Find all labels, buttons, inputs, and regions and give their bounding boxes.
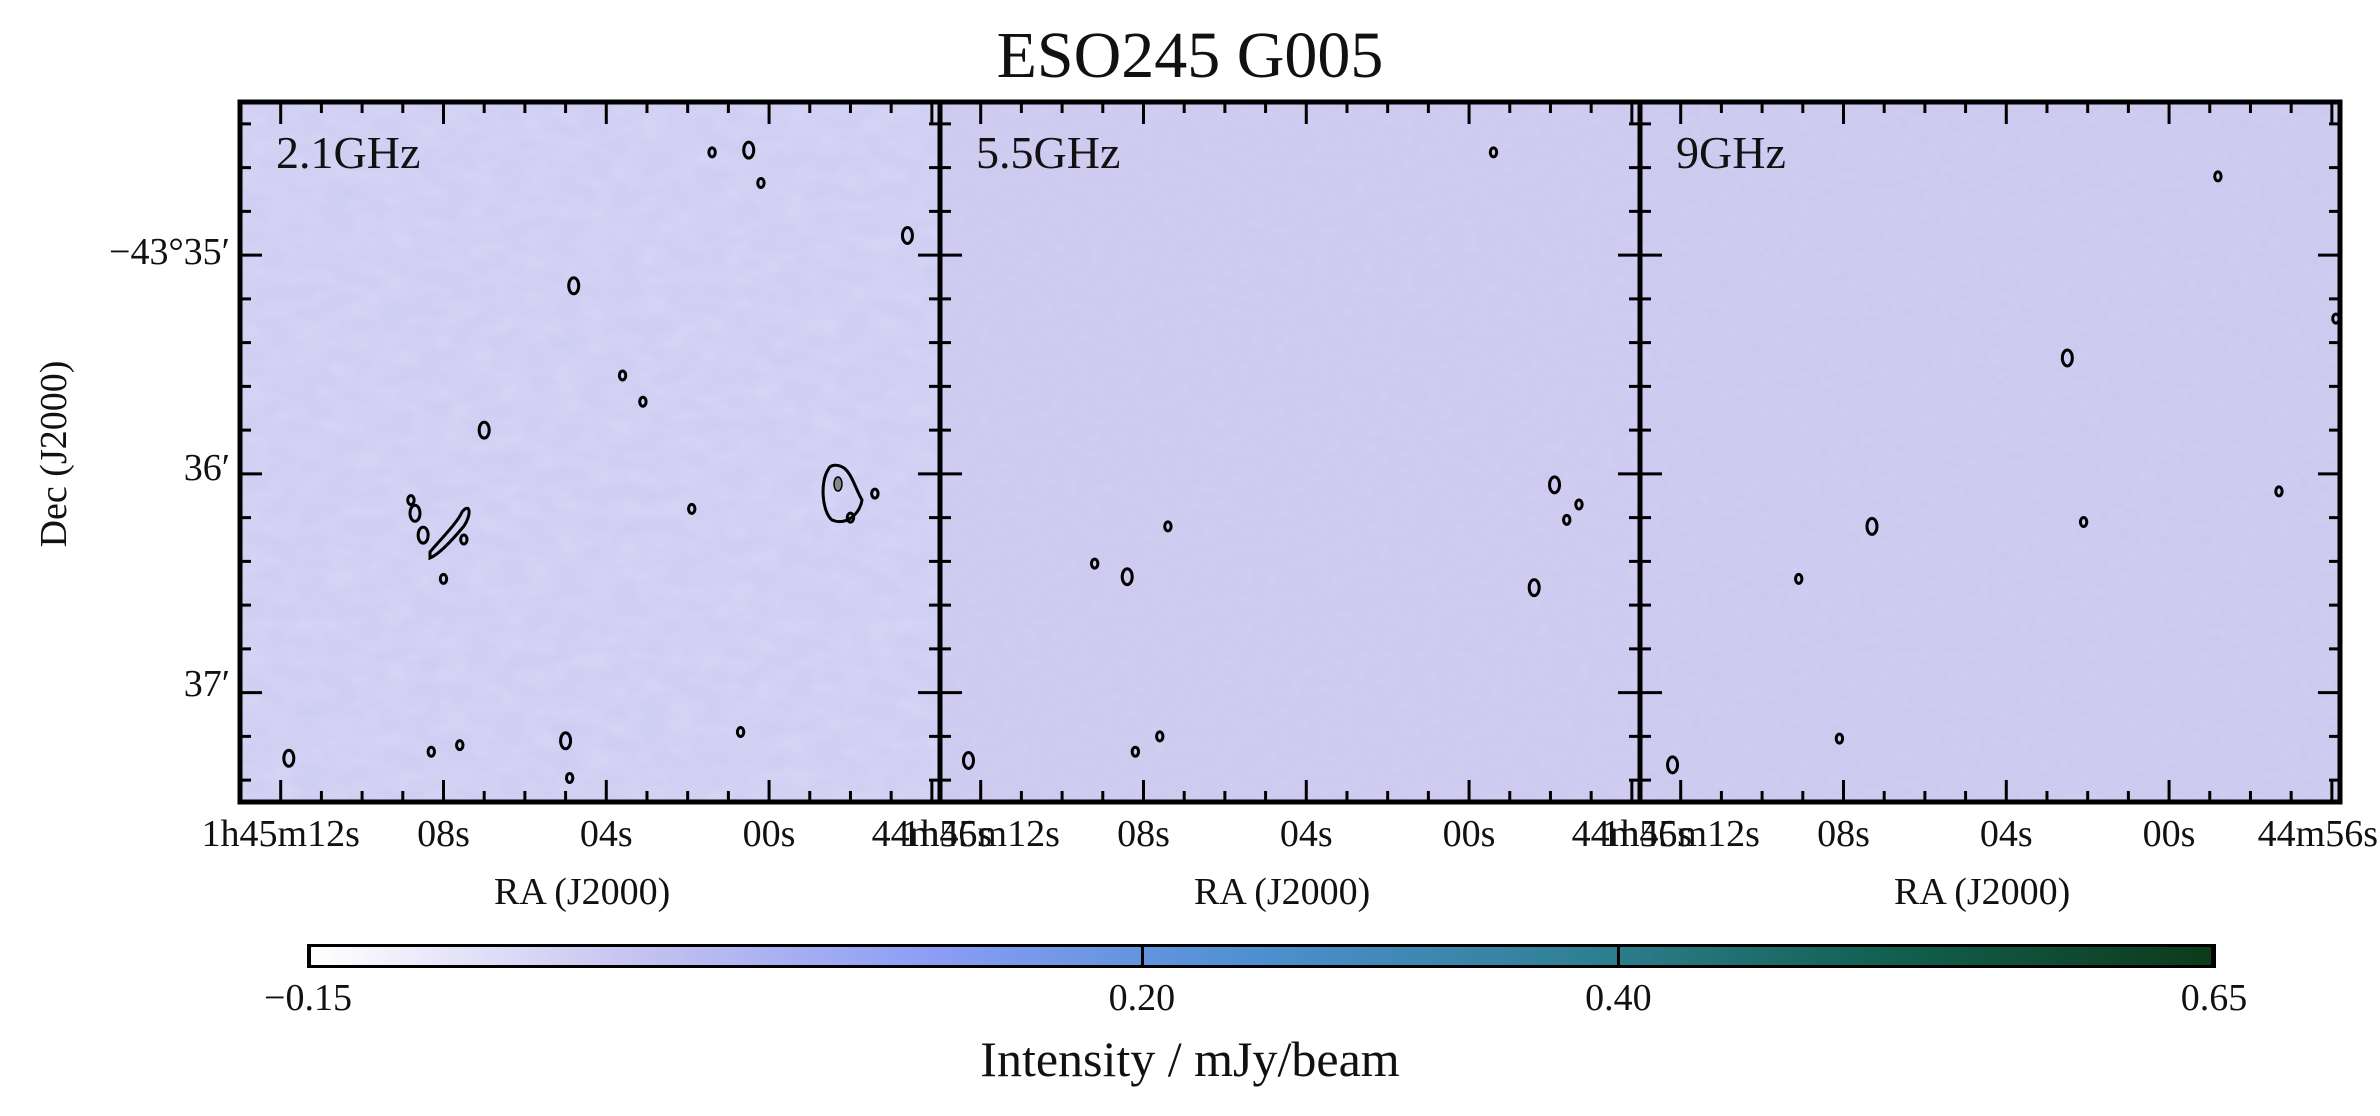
colorbar-tick-label: 0.65: [2180, 977, 2248, 1019]
panel-9ghz: 9GHz: [1637, 99, 2343, 805]
panel-noise: [240, 102, 940, 802]
source-contour: [282, 748, 296, 768]
colorbar-tick: [1140, 944, 1144, 968]
y-tick-label: 37′: [183, 663, 230, 705]
y-axis-label: Dec (J2000): [33, 360, 75, 548]
y-tick-label: 36′: [183, 447, 230, 489]
x-tick-label: 1h45m12s: [901, 813, 1060, 855]
x-axis-label: RA (J2000): [1194, 871, 1371, 913]
colorbar-tick: [2213, 944, 2216, 968]
source-contour: [1155, 730, 1165, 743]
contour-layer: [961, 146, 1584, 770]
source-contour: [477, 420, 491, 440]
x-tick-label: 00s: [742, 813, 796, 855]
source-contour: [567, 276, 581, 296]
extended-source-contour: [821, 463, 864, 523]
source-contour: [1548, 475, 1562, 495]
source-contour: [638, 395, 648, 408]
panel-2-1ghz: 2.1GHz: [237, 99, 943, 805]
frequency-label: 2.1GHz: [276, 127, 421, 178]
source-contour: [1865, 516, 1879, 536]
source-contour: [459, 533, 469, 546]
source-contour: [1574, 498, 1584, 511]
extended-source-peak: [833, 476, 843, 492]
source-contour: [426, 745, 436, 758]
source-contour: [2274, 485, 2284, 498]
source-contour: [406, 494, 416, 507]
colorbar-tick-label: 0.20: [1108, 977, 1176, 1019]
x-tick-label: 04s: [1279, 813, 1333, 855]
x-tick-label: 04s: [1979, 813, 2033, 855]
source-contour: [742, 140, 756, 160]
panel-image: [237, 99, 943, 805]
source-contour: [1130, 745, 1141, 758]
x-axis-label: RA (J2000): [1894, 871, 2071, 913]
source-contour: [2060, 348, 2074, 368]
panel-noise: [1640, 102, 2340, 802]
source-contour: [408, 503, 422, 523]
y-tick-label: −43°35′: [109, 231, 230, 273]
source-contour: [1527, 578, 1541, 598]
source-contour: [870, 487, 880, 500]
source-contour: [1089, 557, 1100, 570]
colorbar-tick-label: −0.15: [264, 977, 352, 1019]
source-contour: [1163, 520, 1173, 533]
colorbar-label: Intensity / mJy/beam: [980, 1031, 1400, 1087]
colorbar-tick: [1617, 944, 1621, 968]
x-tick-label: 08s: [417, 813, 470, 855]
source-contour: [961, 750, 975, 770]
source-contour: [900, 225, 914, 245]
frequency-label: 5.5GHz: [976, 127, 1121, 178]
panel-image: [937, 99, 1643, 805]
x-tick-label: 00s: [1442, 813, 1496, 855]
x-tick-label: 08s: [1817, 813, 1870, 855]
x-tick-label: 44m56s: [871, 813, 993, 855]
x-tick-label: 44m56s: [1571, 813, 1693, 855]
panel-frame: [1637, 99, 2343, 805]
source-contour: [617, 369, 628, 382]
frequency-label: 9GHz: [1676, 127, 1786, 178]
panel-noise: [940, 102, 1640, 802]
x-tick-label: 1h45m12s: [1601, 813, 1760, 855]
colorbar-tick-label: 0.40: [1585, 977, 1652, 1019]
source-contour: [416, 525, 430, 545]
x-axis-label: RA (J2000): [494, 871, 671, 913]
source-contour: [707, 146, 717, 159]
x-tick-label: 08s: [1117, 813, 1170, 855]
source-contour: [1794, 572, 1804, 585]
colorbar: [308, 944, 2214, 968]
source-contour: [438, 572, 449, 585]
contour-layer: [282, 140, 914, 784]
source-contour: [1120, 567, 1134, 587]
source-contour: [559, 731, 573, 751]
source-contour: [687, 502, 697, 515]
colorbar-tick: [307, 944, 310, 968]
x-tick-label: 1h45m12s: [201, 813, 360, 855]
panel-image: [1637, 99, 2343, 805]
x-tick-label: 00s: [2142, 813, 2196, 855]
source-contour: [735, 726, 746, 738]
source-contour: [1562, 513, 1572, 526]
source-contour: [756, 176, 766, 189]
x-tick-label: 04s: [579, 813, 633, 855]
source-contour: [2078, 516, 2089, 528]
elongated-source-contour: [428, 506, 471, 561]
source-contour: [455, 739, 465, 752]
panel-5-5ghz: 5.5GHz: [937, 99, 1643, 805]
source-contour: [1834, 732, 1845, 745]
chart-title: ESO245 G005: [996, 19, 1384, 92]
x-tick-label: 44m56s: [2257, 813, 2378, 855]
source-contour: [2213, 170, 2223, 183]
source-contour: [1666, 755, 1680, 775]
source-contour: [564, 771, 575, 784]
source-contour: [1488, 146, 1499, 159]
